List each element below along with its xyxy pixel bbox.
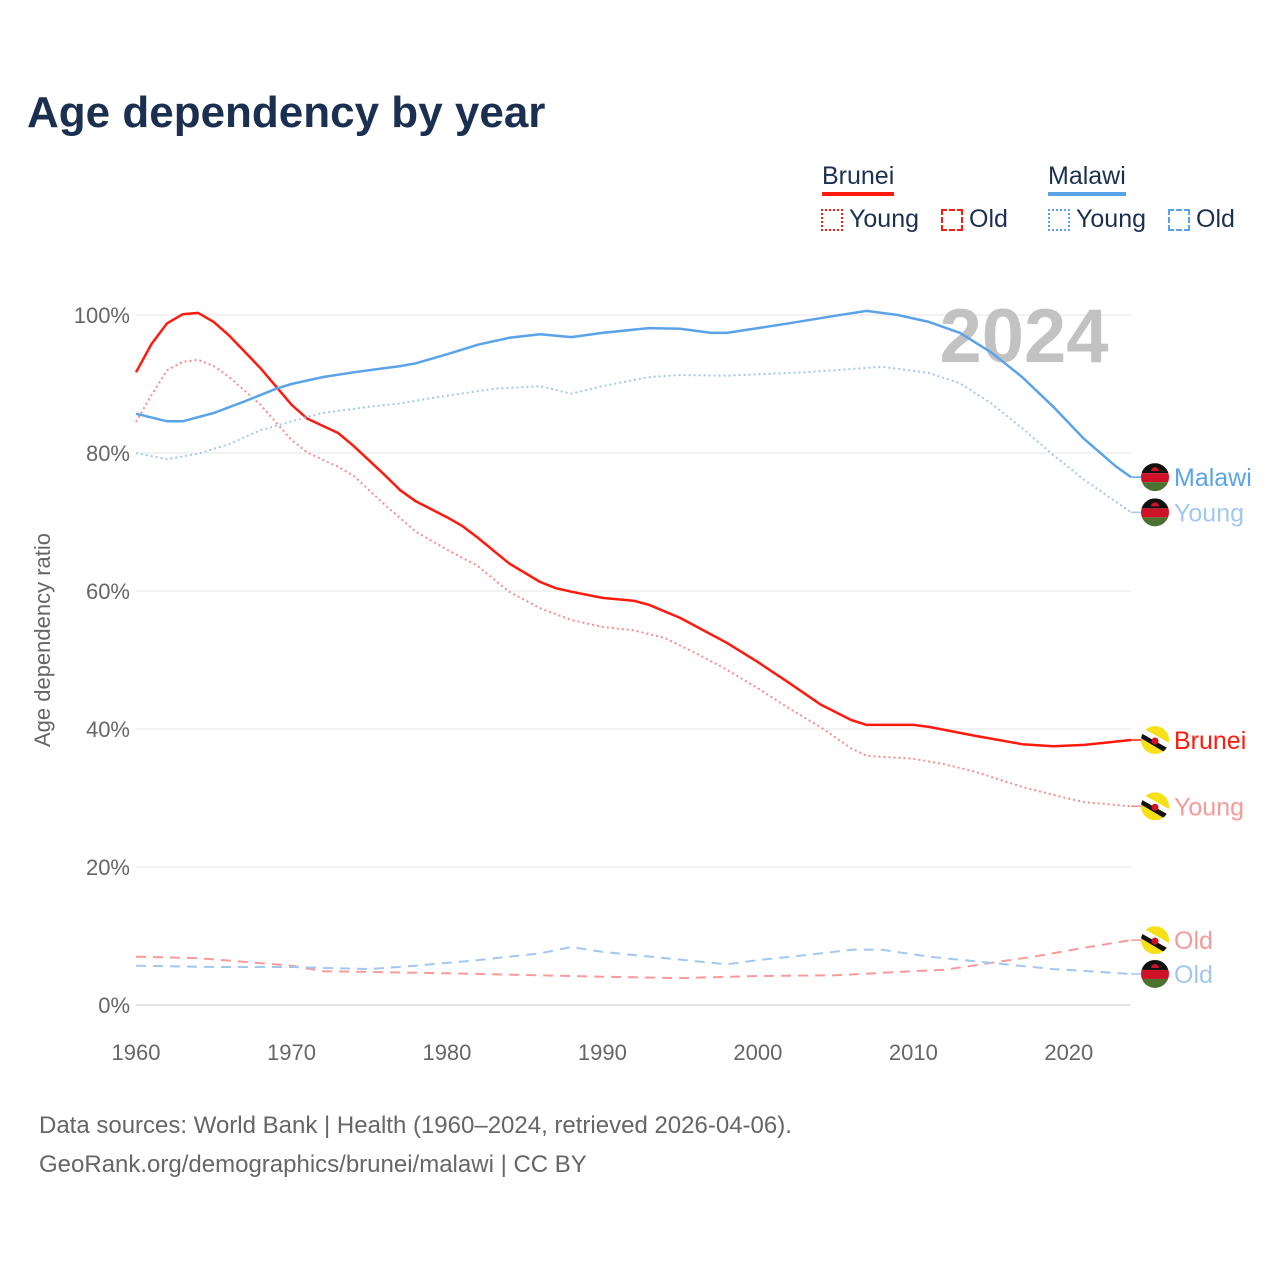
- dashed-swatch-icon: [941, 208, 963, 231]
- dotted-swatch-icon: [1048, 208, 1070, 231]
- y-tick-label: 60%: [86, 579, 130, 604]
- y-tick-label: 80%: [86, 441, 130, 466]
- y-tick-label: 0%: [98, 993, 130, 1018]
- end-label: Old: [1174, 961, 1213, 989]
- x-tick-label: 2020: [1044, 1040, 1093, 1065]
- legend-label: Young: [1076, 205, 1146, 233]
- y-axis-label: Age dependency ratio: [30, 533, 55, 747]
- series-line-malawi-old[interactable]: [135, 946, 1132, 975]
- series-line-brunei[interactable]: [134, 311, 1132, 748]
- malawi-flag-icon: [1141, 959, 1169, 988]
- x-tick-label: 1990: [578, 1040, 627, 1065]
- series-line-brunei-young[interactable]: [135, 358, 1132, 808]
- footer: Data sources: World Bank | Health (1960–…: [39, 1106, 792, 1184]
- x-tick-label: 2010: [889, 1040, 938, 1065]
- legend-label: Old: [969, 205, 1008, 233]
- end-label: Brunei: [1174, 727, 1246, 755]
- chart-title: Age dependency by year: [27, 88, 546, 137]
- malawi-flag-icon: [1141, 463, 1169, 492]
- legend-label: Old: [1196, 205, 1235, 233]
- dashed-swatch-icon: [1168, 208, 1190, 231]
- series-line-malawi-young[interactable]: [135, 365, 1132, 514]
- x-tick-label: 1970: [267, 1040, 316, 1065]
- end-label: Young: [1174, 793, 1244, 821]
- legend-malawi-old[interactable]: Old: [1168, 205, 1235, 234]
- end-label: Malawi: [1174, 464, 1252, 492]
- y-tick-label: 20%: [86, 855, 130, 880]
- legend-malawi-young[interactable]: Young: [1048, 205, 1146, 234]
- series-line-brunei-old[interactable]: [135, 939, 1132, 980]
- y-tick-label: 100%: [74, 303, 130, 328]
- source-text: Data sources: World Bank | Health (1960–…: [39, 1112, 792, 1139]
- brunei-flag-icon: [1141, 726, 1169, 755]
- x-tick-label: 1960: [112, 1040, 161, 1065]
- x-tick-label: 2000: [733, 1040, 782, 1065]
- legend-label: Young: [849, 205, 919, 233]
- end-label: Young: [1174, 499, 1244, 527]
- brunei-flag-icon: [1141, 926, 1169, 955]
- attribution-link[interactable]: GeoRank.org/demographics/brunei/malawi |…: [39, 1151, 587, 1178]
- legend-brunei-young[interactable]: Young: [821, 205, 919, 234]
- series-line-malawi[interactable]: [135, 309, 1132, 479]
- legend-brunei[interactable]: Brunei: [822, 162, 895, 196]
- malawi-flag-icon: [1141, 498, 1169, 527]
- legend-brunei-old[interactable]: Old: [941, 205, 1008, 234]
- legend-malawi[interactable]: Malawi: [1048, 162, 1126, 196]
- brunei-flag-icon: [1141, 792, 1169, 821]
- end-label: Old: [1174, 927, 1213, 955]
- x-tick-label: 1980: [422, 1040, 471, 1065]
- dotted-swatch-icon: [821, 208, 843, 231]
- y-tick-label: 40%: [86, 717, 130, 742]
